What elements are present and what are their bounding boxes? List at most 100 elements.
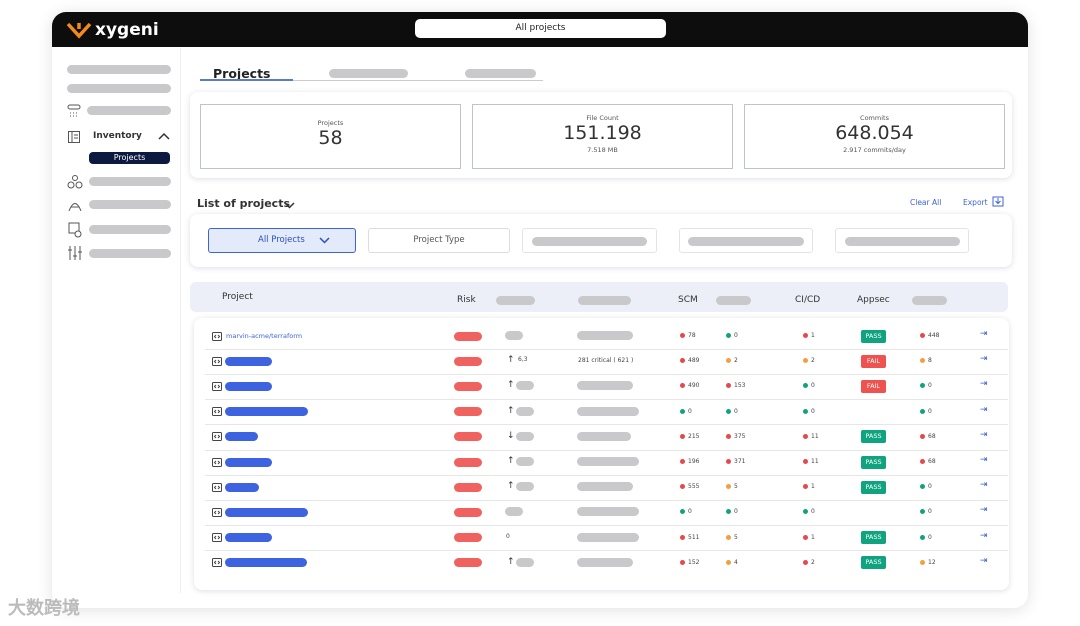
count: 375 xyxy=(734,432,746,440)
cicd-count: 11 xyxy=(803,458,819,465)
filter[interactable] xyxy=(835,228,969,253)
row-action[interactable]: ⇥ xyxy=(980,505,988,516)
count: 4 xyxy=(734,558,738,566)
count: 153 xyxy=(734,382,746,390)
status-dot xyxy=(680,333,685,338)
filter[interactable] xyxy=(679,228,813,253)
placeholder xyxy=(89,249,171,258)
cicd-count: 0 xyxy=(803,408,815,415)
tab-projects[interactable]: Projects xyxy=(213,66,271,81)
divider xyxy=(180,48,181,593)
row-action[interactable]: ⇥ xyxy=(980,530,988,541)
count: 5 xyxy=(734,483,738,491)
trend-arrow: ↓ xyxy=(507,430,515,441)
list-title: List of projects xyxy=(197,197,291,210)
filter-project-type[interactable]: Project Type xyxy=(368,228,510,253)
status-dot xyxy=(726,383,731,389)
project-name-placeholder[interactable] xyxy=(225,356,272,366)
status-dot xyxy=(920,459,925,464)
project-name-placeholder[interactable] xyxy=(225,407,308,417)
tab-underline xyxy=(200,79,293,81)
placeholder xyxy=(577,532,639,542)
row-action[interactable]: ⇥ xyxy=(980,329,988,339)
appsec-count: 0 xyxy=(920,382,932,389)
trend-arrow: ↑ xyxy=(507,355,515,366)
stat-value: 648.054 xyxy=(835,122,914,144)
nav-projects[interactable]: Projects xyxy=(89,152,170,164)
status-dot xyxy=(726,333,731,338)
placeholder xyxy=(89,177,171,186)
risk-bar xyxy=(454,407,482,417)
scm-count: 78 xyxy=(680,332,696,339)
sidebar-icons xyxy=(67,175,83,260)
count: 0 xyxy=(811,508,815,516)
col-appsec: Appsec xyxy=(857,295,890,305)
appsec-badge: PASS xyxy=(861,556,886,570)
appsec-count: 448 xyxy=(920,332,939,339)
repo-icon xyxy=(212,482,222,492)
clear-all[interactable]: Clear All xyxy=(910,198,942,207)
repo-icon xyxy=(212,381,222,391)
logo: xygeni xyxy=(95,20,159,40)
scm-count: 0 xyxy=(726,408,738,415)
placeholder[interactable] xyxy=(329,69,408,78)
nav-inventory[interactable]: Inventory xyxy=(93,131,142,141)
count: 448 xyxy=(928,332,940,339)
project-name-placeholder[interactable] xyxy=(225,432,258,442)
row-action[interactable]: ⇥ xyxy=(980,455,988,465)
status-dot xyxy=(920,333,925,338)
row-action[interactable]: ⇥ xyxy=(980,480,988,491)
filter[interactable] xyxy=(522,228,657,253)
project-name-placeholder[interactable] xyxy=(225,457,272,467)
collapse-icon[interactable] xyxy=(158,132,170,140)
placeholder[interactable] xyxy=(465,69,536,78)
appsec-count: 0 xyxy=(920,508,932,515)
project-name-placeholder[interactable] xyxy=(225,558,307,568)
appsec-count: 68 xyxy=(920,458,936,465)
placeholder xyxy=(577,507,639,517)
status-dot xyxy=(726,484,731,490)
repo-icon xyxy=(212,432,222,442)
trend-arrow: ↑ xyxy=(507,405,515,416)
row-divider xyxy=(205,449,1008,451)
project-search[interactable]: All projects xyxy=(415,19,666,38)
row-divider xyxy=(205,499,1008,501)
placeholder xyxy=(516,557,534,567)
appsec-badge: PASS xyxy=(861,329,886,343)
project-name[interactable]: marvin-acme/terraform xyxy=(226,332,303,340)
dropdown-icon[interactable] xyxy=(284,201,295,209)
project-name-placeholder[interactable] xyxy=(225,533,272,543)
filter-all-projects[interactable] xyxy=(208,228,356,253)
appsec-count: 12 xyxy=(920,559,936,566)
row-action[interactable]: ⇥ xyxy=(980,354,988,365)
count: 511 xyxy=(688,533,700,541)
count: 0 xyxy=(928,508,932,516)
scm-count: 196 xyxy=(680,458,699,465)
status-dot xyxy=(803,358,808,364)
placeholder xyxy=(496,296,535,305)
placeholder xyxy=(516,431,534,441)
project-name-placeholder[interactable] xyxy=(225,507,308,517)
stat-label: File Count xyxy=(586,114,619,122)
project-name-placeholder[interactable] xyxy=(225,482,259,492)
scm-count: 511 xyxy=(680,534,699,541)
filter-all-label: All Projects xyxy=(258,235,305,245)
row-action[interactable]: ⇥ xyxy=(980,404,988,415)
row-action[interactable]: ⇥ xyxy=(980,555,988,566)
count: 2 xyxy=(811,558,815,566)
repo-icon xyxy=(212,507,222,517)
logo-icon xyxy=(66,22,92,39)
repo-icon xyxy=(212,558,222,568)
row-action[interactable]: ⇥ xyxy=(980,379,988,390)
status-dot xyxy=(680,459,685,464)
row-action[interactable]: ⇥ xyxy=(980,429,988,440)
export[interactable]: Export xyxy=(963,198,988,207)
risk-bar xyxy=(454,331,482,341)
scm-count: 2 xyxy=(726,357,738,364)
project-name-placeholder[interactable] xyxy=(225,381,272,391)
placeholder xyxy=(87,106,171,115)
status-dot xyxy=(920,559,925,565)
risk-bar xyxy=(454,482,482,492)
export-icon[interactable] xyxy=(992,196,1004,207)
